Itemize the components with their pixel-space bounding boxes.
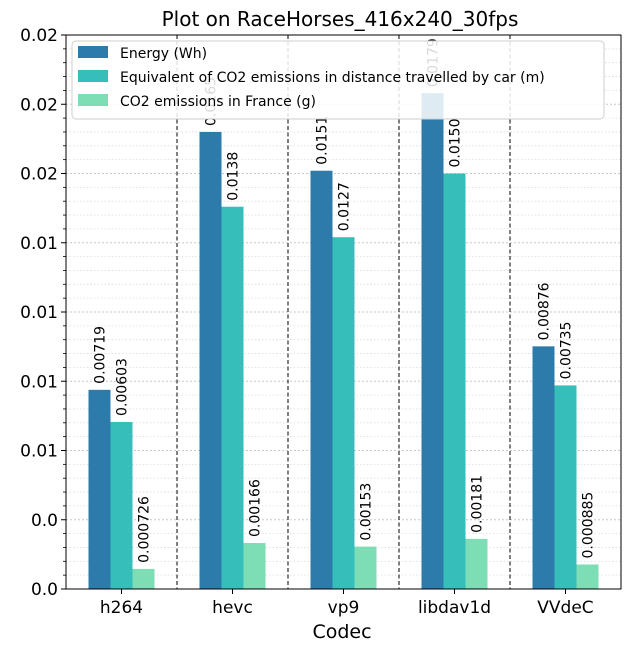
- y-tick-label: 0.01: [20, 303, 58, 323]
- data-label: 0.00719: [93, 326, 109, 384]
- bar-VVdeC-series-2: [576, 564, 599, 589]
- bar-vp9-series-1: [332, 237, 355, 589]
- data-label: 0.0127: [337, 182, 353, 231]
- data-label: 0.0138: [226, 152, 242, 201]
- bar-libdav1d-series-2: [465, 538, 488, 589]
- y-tick-label: 0.02: [20, 95, 58, 115]
- bar-hevc-series-2: [243, 543, 266, 589]
- bar-VVdeC-series-1: [554, 385, 577, 589]
- y-tick-label: 0.01: [20, 442, 58, 462]
- data-label: 0.00166: [248, 479, 264, 537]
- data-label: 0.0150: [448, 119, 464, 168]
- legend-entry: Energy (Wh): [120, 46, 207, 62]
- data-label: 0.00603: [115, 358, 131, 416]
- legend-entry: CO2 emissions in France (g): [120, 94, 316, 110]
- legend-box: [71, 40, 605, 120]
- x-tick-label: hevc: [212, 598, 253, 618]
- chart-title: Plot on RaceHorses_416x240_30fps: [162, 7, 519, 31]
- x-tick-label: libdav1d: [418, 598, 491, 618]
- data-label: 0.00153: [359, 483, 375, 541]
- y-axis: 0.0 0.0 0.01 0.01 0.01 0.01 0.02 0.02 0.02: [20, 26, 66, 600]
- data-label: 0.00876: [537, 282, 553, 340]
- bar-hevc-series-0: [199, 131, 222, 589]
- bar-hevc-series-1: [221, 206, 244, 590]
- bar-libdav1d-series-1: [443, 173, 466, 589]
- x-tick-label: h264: [100, 598, 143, 618]
- data-label: 0.0151: [315, 116, 331, 165]
- bar-vp9-series-0: [310, 170, 333, 590]
- bar-vp9-series-2: [354, 546, 377, 589]
- bar-h264-series-0: [88, 389, 111, 589]
- bar-VVdeC-series-0: [532, 346, 555, 589]
- y-tick-label: 0.0: [31, 580, 58, 600]
- y-tick-label: 0.0: [31, 511, 58, 531]
- y-tick-label: 0.01: [20, 234, 58, 254]
- legend-swatch-series-1: [78, 70, 108, 82]
- legend-swatch-series-0: [78, 46, 108, 58]
- bars-layer: [88, 93, 599, 590]
- legend-entry: Equivalent of CO2 emissions in distance …: [120, 70, 545, 86]
- x-tick-label: VVdeC: [537, 598, 593, 618]
- bar-h264-series-2: [132, 568, 155, 589]
- legend-swatch-series-2: [78, 94, 108, 106]
- bar-libdav1d-series-0: [421, 93, 444, 590]
- y-tick-label: 0.01: [20, 372, 58, 392]
- x-tick-label: vp9: [328, 598, 360, 618]
- x-axis: h264 hevc vp9 libdav1d VVdeC: [100, 589, 594, 618]
- bar-h264-series-1: [110, 421, 133, 589]
- data-label: 0.00181: [470, 475, 486, 533]
- legend: Energy (Wh) Equivalent of CO2 emissions i…: [71, 40, 605, 120]
- x-axis-title: Codec: [312, 621, 371, 643]
- data-label: 0.00735: [559, 321, 575, 379]
- data-label: 0.000885: [581, 492, 597, 559]
- data-label: 0.000726: [137, 496, 153, 563]
- y-tick-label: 0.02: [20, 165, 58, 185]
- y-tick-label: 0.02: [20, 26, 58, 46]
